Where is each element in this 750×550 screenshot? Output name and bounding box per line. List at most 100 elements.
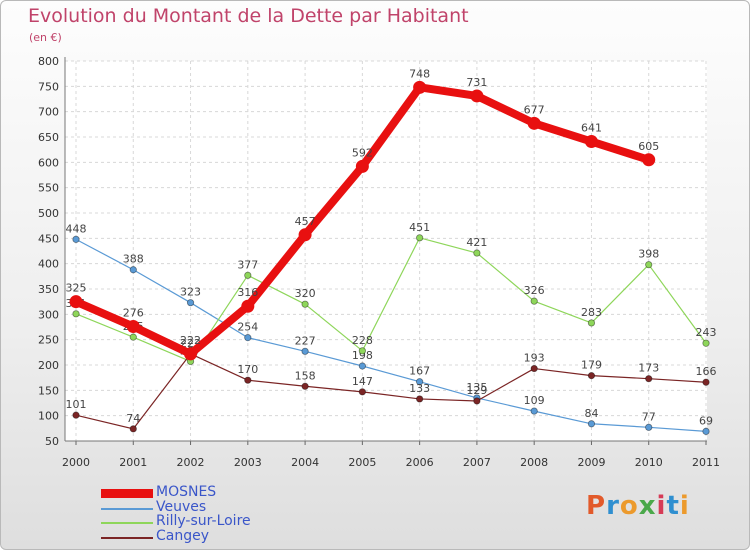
data-point	[358, 388, 366, 396]
data-label: 170	[237, 363, 258, 376]
x-tick-label: 2000	[62, 456, 90, 469]
y-tick-label: 350	[38, 283, 59, 296]
data-point	[530, 407, 538, 415]
data-point	[129, 425, 137, 433]
data-point	[72, 235, 80, 243]
data-label: 74	[126, 412, 140, 425]
logo-letter: r	[606, 491, 620, 521]
proxiti-logo: Proxiti	[586, 491, 690, 521]
y-tick-label: 650	[38, 131, 59, 144]
data-label: 198	[352, 349, 373, 362]
y-tick-label: 150	[38, 384, 59, 397]
data-point	[241, 299, 255, 313]
legend-label: Veuves	[156, 498, 207, 515]
data-label: 129	[466, 384, 487, 397]
data-label: 677	[524, 103, 545, 116]
data-label: 283	[581, 306, 602, 319]
data-point	[244, 376, 252, 384]
data-point	[645, 375, 653, 383]
data-point	[298, 228, 312, 242]
data-point	[126, 319, 140, 333]
data-label: 731	[466, 76, 487, 89]
data-label: 147	[352, 375, 373, 388]
legend-label: MOSNES	[156, 484, 217, 500]
data-point	[244, 334, 252, 342]
y-tick-label: 700	[38, 106, 59, 119]
data-point	[69, 295, 83, 309]
data-label: 592	[352, 146, 373, 159]
data-label: 316	[237, 286, 258, 299]
data-point	[645, 423, 653, 431]
data-label: 193	[524, 352, 545, 365]
data-label: 748	[409, 67, 430, 80]
data-point	[584, 135, 598, 149]
legend-swatch	[101, 507, 153, 510]
logo-letter: i	[656, 491, 667, 521]
data-label: 276	[123, 306, 144, 319]
y-tick-label: 400	[38, 258, 59, 271]
data-label: 158	[295, 369, 316, 382]
data-label: 166	[696, 365, 717, 378]
data-point	[702, 378, 710, 386]
data-label: 133	[409, 382, 430, 395]
data-label: 222	[180, 334, 201, 347]
data-label: 227	[295, 334, 316, 347]
data-label: 109	[524, 394, 545, 407]
data-label: 451	[409, 221, 430, 234]
data-point	[184, 347, 198, 361]
logo-letter: x	[638, 491, 657, 521]
data-label: 77	[642, 410, 656, 423]
data-point	[587, 372, 596, 380]
data-label: 101	[66, 398, 87, 411]
y-tick-label: 200	[38, 359, 59, 372]
data-point	[470, 89, 484, 103]
legend-swatch	[101, 522, 153, 524]
data-point	[530, 297, 538, 305]
legend-label: Cangey	[156, 527, 210, 544]
x-tick-label: 2002	[177, 456, 205, 469]
chart-subtitle: (en €)	[29, 31, 62, 44]
data-point	[129, 333, 137, 341]
logo-letter: P	[586, 491, 607, 521]
data-point	[72, 411, 80, 419]
legend-label: Rilly-sur-Loire	[156, 513, 251, 529]
y-tick-label: 800	[38, 55, 59, 68]
data-label: 179	[581, 359, 602, 372]
data-point	[587, 319, 596, 327]
data-point	[416, 395, 424, 403]
data-point	[587, 420, 596, 428]
data-point	[72, 310, 80, 318]
data-point	[416, 234, 424, 242]
data-label: 457	[295, 215, 316, 228]
y-tick-label: 250	[38, 334, 59, 347]
logo-letter: i	[679, 491, 690, 521]
plot-area	[65, 61, 707, 441]
y-tick-label: 750	[38, 80, 59, 93]
x-tick-label: 2011	[692, 456, 720, 469]
data-label: 167	[409, 365, 430, 378]
legend-swatch	[101, 536, 153, 539]
data-label: 605	[638, 140, 659, 153]
series-line-veuves	[75, 238, 707, 432]
logo-letter: t	[666, 491, 680, 521]
data-label: 325	[66, 282, 87, 295]
x-tick-label: 2010	[635, 456, 663, 469]
data-label: 641	[581, 122, 602, 135]
x-tick-label: 2009	[577, 456, 605, 469]
y-tick-label: 100	[38, 410, 59, 423]
data-point	[244, 271, 252, 279]
data-point	[530, 364, 538, 373]
data-point	[473, 397, 481, 405]
data-point	[527, 116, 541, 130]
data-label: 135	[466, 381, 487, 394]
data-label: 377	[237, 258, 258, 271]
legend-swatch	[101, 489, 153, 498]
data-label: 448	[66, 222, 87, 235]
data-label: 388	[123, 253, 144, 266]
data-point	[129, 266, 137, 274]
series-line-rilly-sur-loire	[75, 237, 707, 363]
x-tick-label: 2001	[119, 456, 147, 469]
data-label: 243	[696, 326, 717, 339]
